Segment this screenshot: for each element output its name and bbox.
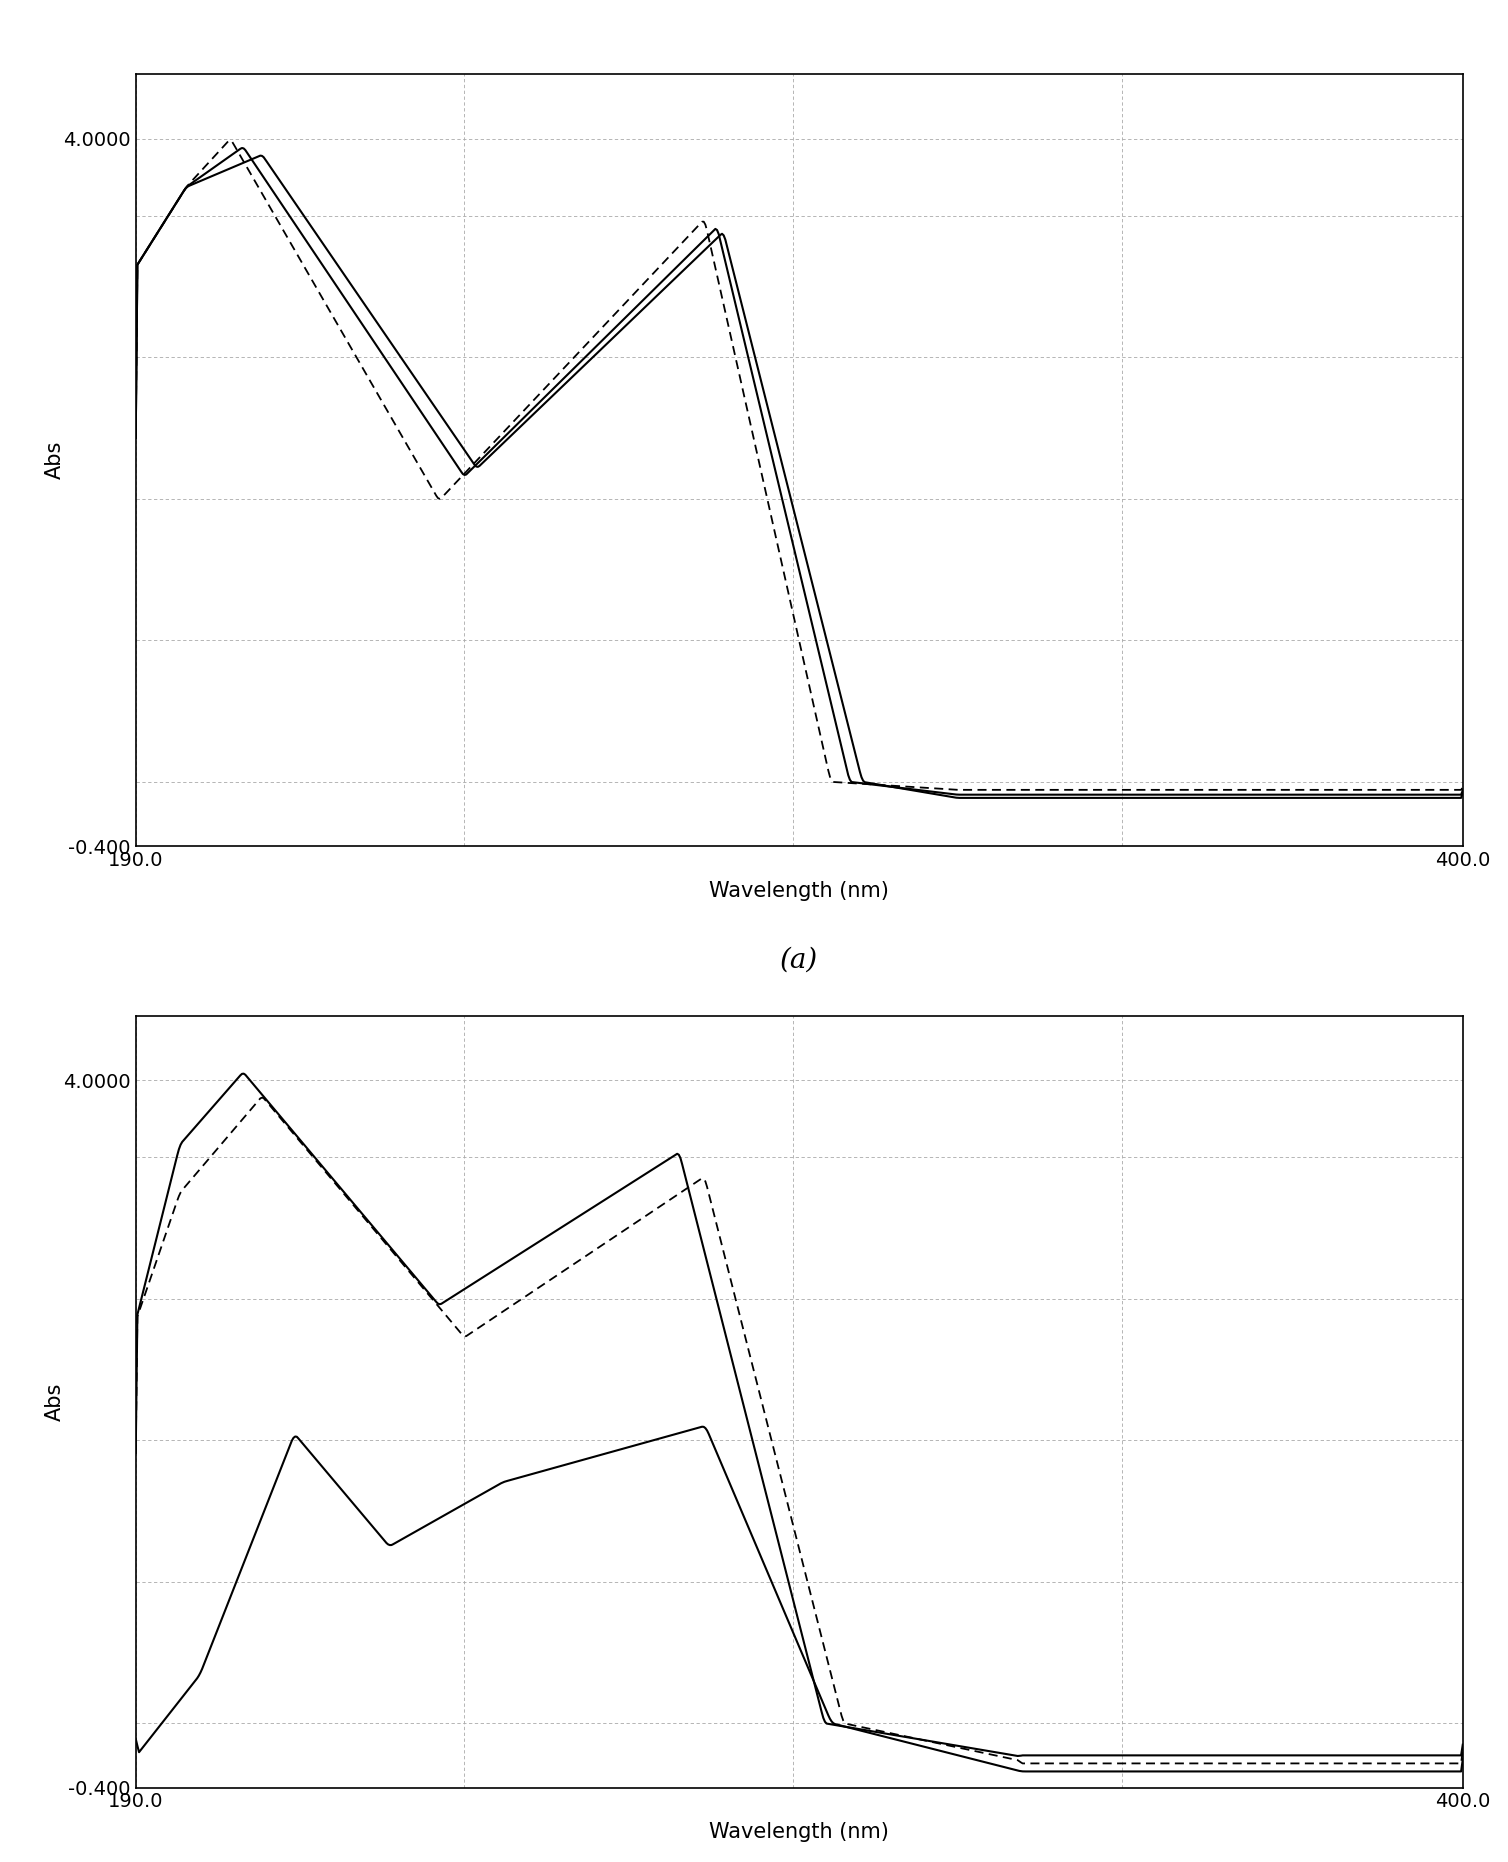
X-axis label: Wavelength (nm): Wavelength (nm): [709, 881, 890, 901]
Text: (a): (a): [780, 946, 819, 974]
Y-axis label: Abs: Abs: [45, 1382, 65, 1421]
X-axis label: Wavelength (nm): Wavelength (nm): [709, 1823, 890, 1843]
Y-axis label: Abs: Abs: [45, 441, 65, 480]
